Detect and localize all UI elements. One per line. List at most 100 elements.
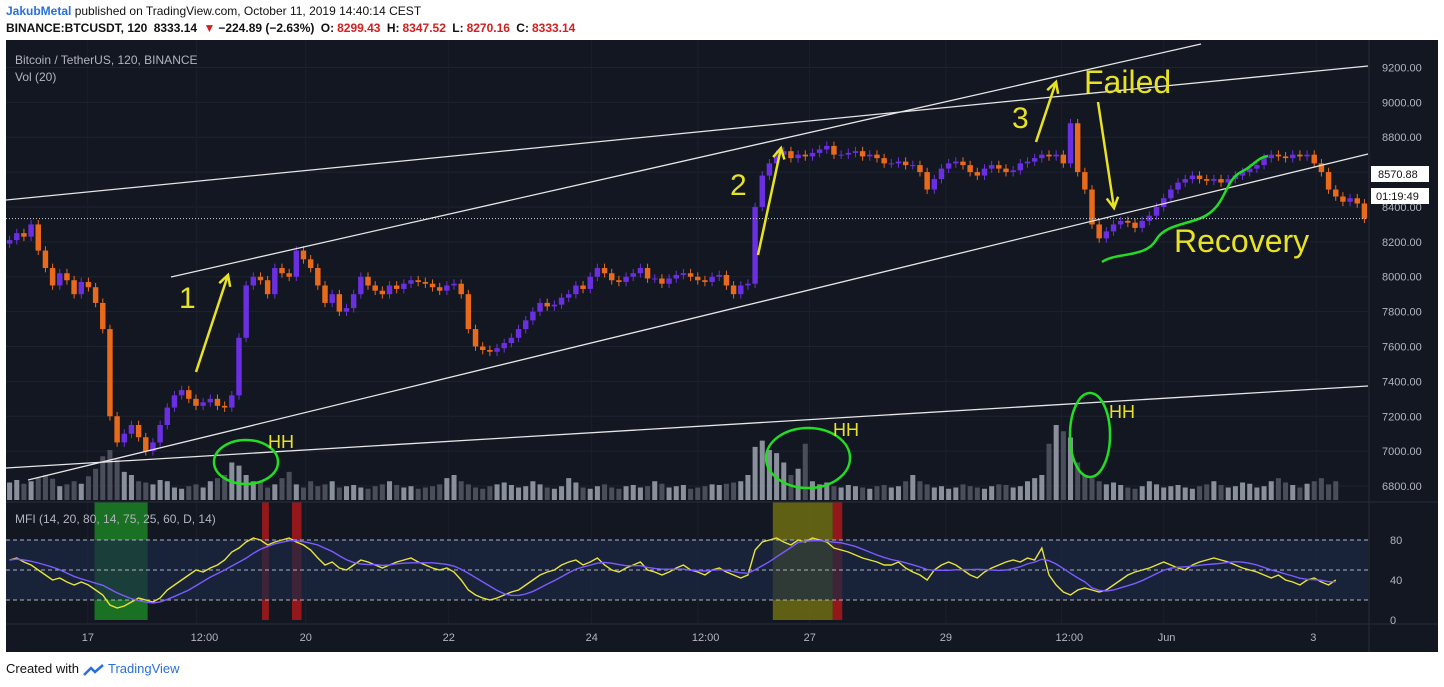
- mfi-tick-label: 80: [1390, 535, 1402, 547]
- volume-bar: [1218, 485, 1224, 500]
- candle-body: [1246, 168, 1253, 173]
- candle-body: [135, 425, 142, 438]
- candle-body: [1139, 220, 1145, 228]
- candle-body: [21, 233, 27, 237]
- volume-bar: [1311, 481, 1317, 500]
- volume-bar: [93, 468, 99, 500]
- volume-bar: [530, 481, 536, 500]
- candle-body: [845, 152, 852, 155]
- volume-bar: [623, 486, 629, 500]
- legend-volume: Vol (20): [15, 70, 56, 84]
- volume-bar: [838, 487, 844, 500]
- candle-body: [487, 350, 493, 352]
- volume-bar: [308, 481, 314, 500]
- candle-body: [1153, 206, 1160, 216]
- chart-svg[interactable]: 9200.009000.008800.008600.008400.008200.…: [6, 40, 1438, 652]
- candle-body: [100, 302, 106, 330]
- annotation-arrowhead: [1046, 79, 1060, 95]
- chart-canvas[interactable]: 9200.009000.008800.008600.008400.008200.…: [6, 40, 1438, 652]
- candle-body: [831, 145, 837, 155]
- price-tag: 8570.88: [1378, 169, 1418, 181]
- volume-bar: [121, 471, 127, 500]
- mfi-lines: [9, 537, 1337, 609]
- annotation-3: 3: [1012, 102, 1029, 135]
- candle-body: [1239, 172, 1246, 176]
- candle-body: [1168, 189, 1174, 199]
- annotation-arrow: [194, 274, 230, 373]
- footer: Created with TradingView: [6, 661, 180, 676]
- volume-bar: [343, 486, 350, 500]
- candle-body: [379, 290, 386, 295]
- candle-body: [429, 283, 436, 288]
- created-with-text: Created with: [6, 661, 79, 676]
- annotation-hh-3: HH: [1109, 402, 1135, 422]
- volume-bar: [501, 482, 507, 500]
- volume-bar: [100, 456, 106, 500]
- volume-bar: [602, 484, 608, 500]
- volume-bar: [903, 481, 909, 500]
- candle-body: [917, 165, 923, 173]
- candle-body: [350, 294, 357, 309]
- candle-body: [1175, 182, 1181, 190]
- volume-bar: [379, 484, 385, 500]
- volume-bar: [537, 484, 543, 500]
- candle-body: [623, 276, 629, 282]
- candle-body: [666, 278, 672, 284]
- upper-trend-line: [6, 65, 1369, 201]
- candle-body: [186, 390, 192, 399]
- candle-body: [788, 151, 794, 159]
- volume-bar: [630, 485, 636, 500]
- volume-bar: [881, 485, 887, 500]
- candle-body: [709, 276, 715, 282]
- volume-bar: [594, 486, 600, 500]
- volume-bar: [938, 486, 944, 500]
- annotation-arrowhead: [772, 145, 786, 160]
- candle-body: [501, 343, 507, 349]
- candle-body: [1282, 156, 1289, 159]
- candle-body: [766, 163, 773, 176]
- volume-bar: [1268, 481, 1274, 500]
- candle-body: [1211, 179, 1217, 181]
- candle-body: [874, 154, 880, 159]
- open-value: 8299.43: [337, 21, 381, 35]
- candle-body: [565, 294, 572, 298]
- author-link[interactable]: JakubMetal: [6, 4, 72, 18]
- volume-bar: [193, 484, 199, 500]
- tradingview-link[interactable]: TradingView: [108, 661, 180, 676]
- volume-bar: [1247, 483, 1253, 500]
- candle-body: [444, 285, 450, 291]
- volume-bar: [50, 478, 56, 500]
- candle-body: [910, 165, 916, 167]
- candle-body: [530, 311, 536, 321]
- price-tick-label: 7800.00: [1382, 307, 1422, 319]
- candle-body: [1003, 168, 1009, 173]
- volume-bar: [85, 476, 91, 500]
- volume-bar: [788, 475, 794, 500]
- volume-bar: [1132, 488, 1138, 500]
- hh-circle: [212, 438, 280, 486]
- candle-body: [150, 442, 156, 452]
- volume-bar: [960, 484, 966, 500]
- time-tag: 01:19:49: [1376, 191, 1419, 203]
- annotation-1: 1: [179, 282, 196, 315]
- time-tick-label: 27: [804, 632, 816, 644]
- price-tick-label: 7200.00: [1382, 411, 1422, 423]
- price-tick-label: 8200.00: [1382, 237, 1422, 249]
- candle-body: [415, 280, 421, 282]
- volume-bar: [587, 488, 593, 500]
- candle-body: [573, 285, 579, 295]
- volume-bar: [365, 488, 371, 500]
- candle-body: [637, 268, 644, 274]
- candle-body: [293, 250, 300, 277]
- volume-bar: [566, 478, 572, 500]
- tradingview-logo-icon: [82, 663, 104, 676]
- volume-bar: [157, 480, 163, 500]
- candle-body: [1089, 189, 1095, 225]
- high-value: 8347.52: [402, 21, 446, 35]
- volume-bar: [1175, 485, 1181, 500]
- mfi-tick-label: 40: [1390, 575, 1402, 587]
- candle-body: [953, 161, 959, 164]
- candle-body: [795, 154, 801, 159]
- annotation-2: 2: [730, 169, 747, 202]
- candle-body: [386, 285, 393, 295]
